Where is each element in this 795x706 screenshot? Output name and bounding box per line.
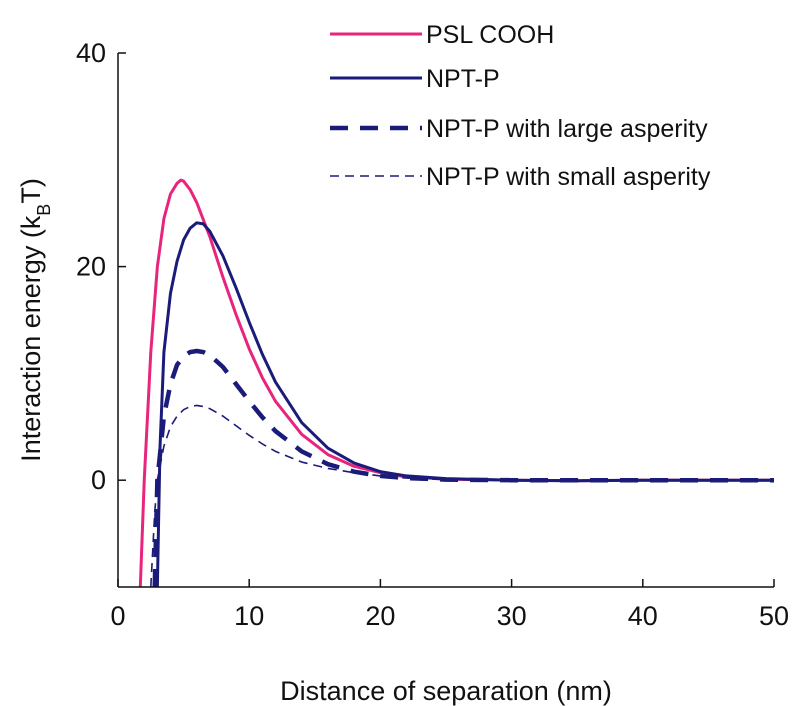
legend-label: NPT-P with large asperity (426, 115, 708, 143)
x-tick-label: 30 (497, 601, 527, 631)
x-tick-label: 50 (759, 601, 789, 631)
y-tick-label: 20 (76, 252, 106, 282)
y-ticks: 0 20 40 (76, 38, 126, 495)
y-tick-label: 0 (91, 465, 106, 495)
y-axis-title-subscript: B (34, 204, 54, 216)
x-axis-title: Distance of separation (nm) (280, 676, 612, 706)
x-tick-label: 20 (365, 601, 395, 631)
legend: PSL COOH NPT-P NPT-P with large asperity NP… (330, 21, 711, 191)
series-line (150, 404, 774, 587)
y-tick-label: 40 (76, 38, 106, 68)
series-line (152, 348, 774, 587)
y-axis-title-main: Interaction energy (k (16, 215, 46, 462)
legend-label: PSL COOH (426, 21, 554, 49)
legend-label: NPT-P with small asperity (426, 163, 711, 191)
x-tick-label: 10 (234, 601, 264, 631)
legend-label: NPT-P (426, 65, 500, 93)
series-line (155, 221, 774, 587)
x-ticks: 0 10 20 30 40 50 (110, 579, 789, 631)
y-axis-title: Interaction energy (kBT) (16, 178, 54, 462)
y-axis-title-tail: T) (16, 178, 46, 203)
series-layer (138, 178, 774, 587)
x-tick-label: 0 (110, 601, 125, 631)
x-tick-label: 40 (628, 601, 658, 631)
